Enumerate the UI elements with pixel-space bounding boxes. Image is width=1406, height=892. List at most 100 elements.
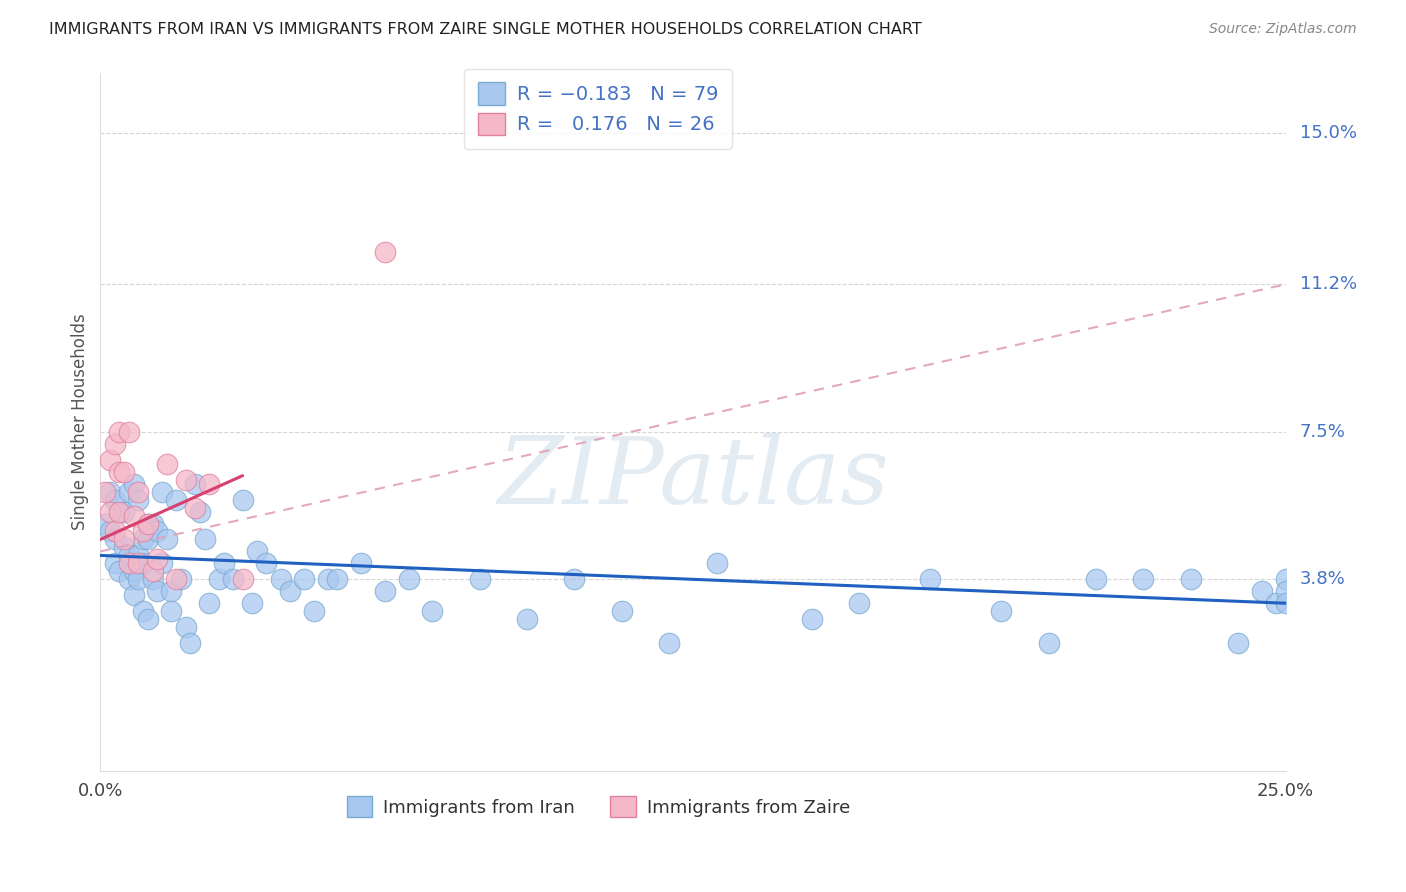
Point bbox=[118, 425, 141, 439]
Point bbox=[1180, 572, 1202, 586]
Point bbox=[118, 549, 141, 563]
Y-axis label: Single Mother Households: Single Mother Households bbox=[72, 313, 89, 530]
Legend: Immigrants from Iran, Immigrants from Zaire: Immigrants from Iran, Immigrants from Za… bbox=[339, 789, 858, 824]
Point bbox=[156, 457, 179, 471]
Point bbox=[141, 572, 163, 586]
Point bbox=[302, 604, 325, 618]
Point bbox=[108, 565, 131, 579]
Point bbox=[112, 465, 135, 479]
Point bbox=[198, 476, 221, 491]
Text: 7.5%: 7.5% bbox=[1301, 423, 1346, 441]
Point bbox=[270, 572, 292, 586]
Point bbox=[108, 425, 131, 439]
Point bbox=[240, 596, 263, 610]
Point bbox=[212, 557, 235, 571]
Point bbox=[103, 436, 125, 450]
Point bbox=[254, 557, 277, 571]
Point bbox=[350, 557, 373, 571]
Point bbox=[1274, 596, 1296, 610]
Point bbox=[160, 604, 183, 618]
Point bbox=[278, 584, 301, 599]
Point bbox=[132, 533, 155, 547]
Point bbox=[141, 565, 163, 579]
Point bbox=[103, 557, 125, 571]
Point bbox=[326, 572, 349, 586]
Point bbox=[165, 492, 187, 507]
Point bbox=[136, 516, 159, 531]
Point bbox=[194, 533, 217, 547]
Point bbox=[658, 636, 681, 650]
Point bbox=[564, 572, 586, 586]
Point bbox=[132, 524, 155, 539]
Point bbox=[108, 504, 131, 518]
Point bbox=[103, 492, 125, 507]
Text: 3.8%: 3.8% bbox=[1301, 570, 1346, 589]
Point bbox=[141, 516, 163, 531]
Point bbox=[94, 516, 117, 531]
Point bbox=[122, 565, 145, 579]
Point bbox=[222, 572, 245, 586]
Point bbox=[136, 612, 159, 626]
Point bbox=[420, 604, 443, 618]
Point bbox=[374, 245, 396, 260]
Point bbox=[208, 572, 231, 586]
Text: 15.0%: 15.0% bbox=[1301, 124, 1357, 142]
Point bbox=[136, 516, 159, 531]
Point bbox=[1132, 572, 1154, 586]
Point bbox=[516, 612, 538, 626]
Point bbox=[848, 596, 870, 610]
Point bbox=[146, 552, 169, 566]
Point bbox=[108, 504, 131, 518]
Point bbox=[170, 572, 193, 586]
Point bbox=[1227, 636, 1250, 650]
Point bbox=[150, 557, 173, 571]
Point bbox=[122, 588, 145, 602]
Point bbox=[1265, 596, 1288, 610]
Point bbox=[1085, 572, 1108, 586]
Point bbox=[398, 572, 420, 586]
Point bbox=[94, 484, 117, 499]
Point bbox=[184, 500, 207, 515]
Point bbox=[1251, 584, 1274, 599]
Point bbox=[156, 533, 179, 547]
Point bbox=[146, 524, 169, 539]
Point bbox=[374, 584, 396, 599]
Point bbox=[127, 557, 149, 571]
Point bbox=[165, 572, 187, 586]
Point bbox=[1038, 636, 1060, 650]
Point bbox=[232, 492, 254, 507]
Point bbox=[160, 584, 183, 599]
Text: IMMIGRANTS FROM IRAN VS IMMIGRANTS FROM ZAIRE SINGLE MOTHER HOUSEHOLDS CORRELATI: IMMIGRANTS FROM IRAN VS IMMIGRANTS FROM … bbox=[49, 22, 922, 37]
Point bbox=[103, 533, 125, 547]
Point bbox=[118, 484, 141, 499]
Point bbox=[112, 533, 135, 547]
Point bbox=[122, 476, 145, 491]
Point bbox=[112, 541, 135, 555]
Point bbox=[150, 484, 173, 499]
Point bbox=[468, 572, 491, 586]
Point bbox=[98, 484, 121, 499]
Point bbox=[132, 557, 155, 571]
Point bbox=[1274, 572, 1296, 586]
Point bbox=[800, 612, 823, 626]
Point bbox=[918, 572, 941, 586]
Point bbox=[232, 572, 254, 586]
Point bbox=[108, 465, 131, 479]
Point bbox=[112, 504, 135, 518]
Point bbox=[98, 524, 121, 539]
Point bbox=[136, 533, 159, 547]
Point bbox=[98, 452, 121, 467]
Point bbox=[1274, 584, 1296, 599]
Point bbox=[174, 473, 197, 487]
Point bbox=[198, 596, 221, 610]
Text: ZIPatlas: ZIPatlas bbox=[498, 433, 889, 523]
Point bbox=[122, 508, 145, 523]
Point bbox=[127, 572, 149, 586]
Point bbox=[98, 504, 121, 518]
Point bbox=[127, 484, 149, 499]
Text: 11.2%: 11.2% bbox=[1301, 276, 1357, 293]
Point bbox=[292, 572, 315, 586]
Point bbox=[118, 572, 141, 586]
Point bbox=[127, 492, 149, 507]
Point bbox=[184, 476, 207, 491]
